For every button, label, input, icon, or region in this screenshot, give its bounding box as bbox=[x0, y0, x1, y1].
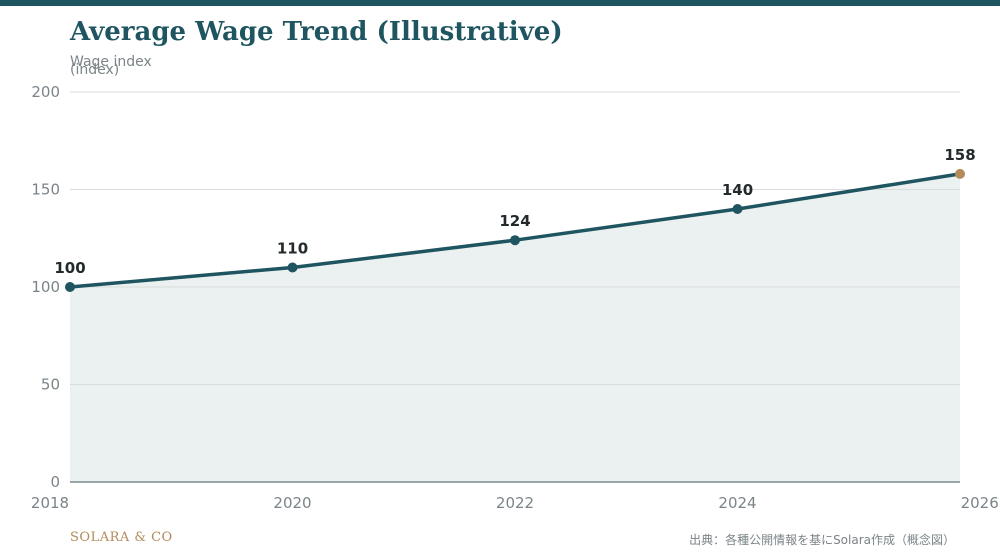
y-tick-label: 100 bbox=[31, 278, 60, 296]
data-point bbox=[732, 204, 743, 214]
highlight-data-point bbox=[955, 168, 965, 179]
y-tick-label: 200 bbox=[31, 83, 60, 101]
y-tick-label: 150 bbox=[31, 181, 60, 199]
data-label: 140 bbox=[722, 181, 753, 199]
y-tick-label: 0 bbox=[50, 473, 60, 491]
top-accent-bar bbox=[0, 0, 1000, 6]
data-label: 110 bbox=[277, 240, 308, 258]
data-point bbox=[510, 235, 520, 246]
x-tick-label: 2026F bbox=[961, 494, 1000, 512]
data-label: 158 bbox=[944, 146, 975, 164]
x-tick-label: 2018 bbox=[31, 494, 69, 512]
x-tick-label: 2024 bbox=[718, 494, 756, 512]
y-axis-label: Wage index (index) bbox=[70, 55, 152, 78]
x-tick-label: 2020 bbox=[273, 494, 311, 512]
area-fill bbox=[70, 173, 960, 482]
data-label: 124 bbox=[499, 212, 530, 230]
data-label: 100 bbox=[54, 259, 85, 277]
y-axis-title: Wage index bbox=[70, 54, 152, 70]
y-axis-unit: (index) bbox=[70, 62, 120, 78]
source-note: 出典：各種公開情報を基にSolara作成（概念図） bbox=[689, 533, 955, 547]
data-point bbox=[287, 262, 298, 273]
y-tick-label: 50 bbox=[41, 376, 60, 394]
data-point bbox=[65, 282, 75, 292]
x-tick-label: 2022 bbox=[496, 494, 534, 512]
chart-title: Average Wage Trend (Illustrative) bbox=[70, 17, 563, 47]
brand-name: SOLARA & CO bbox=[70, 530, 173, 545]
